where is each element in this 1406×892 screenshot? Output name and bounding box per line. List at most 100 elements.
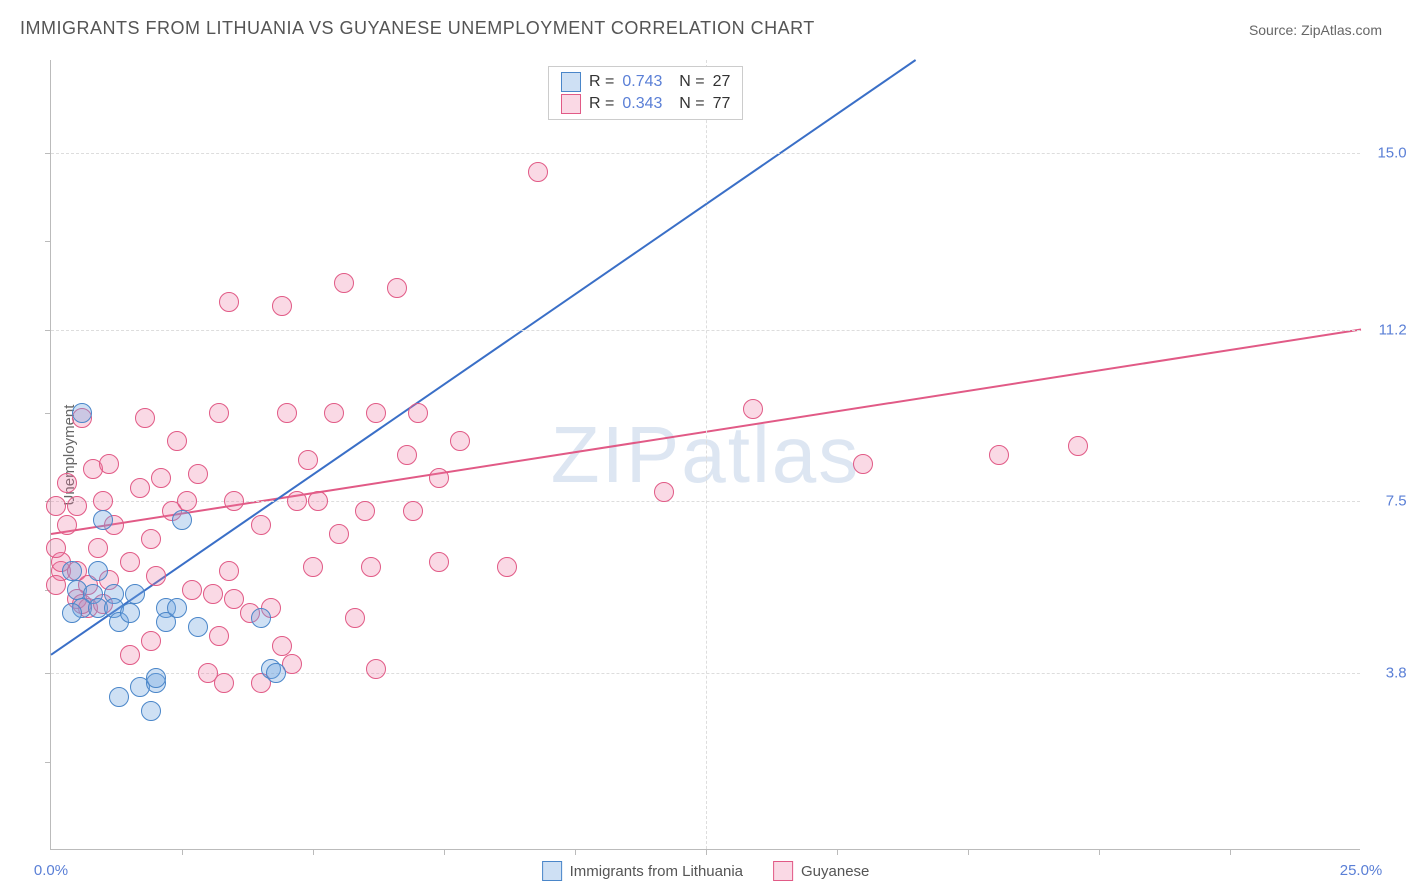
guyanese-point: [93, 491, 113, 511]
y-tick-label: 15.0%: [1377, 144, 1406, 161]
lithuania-point: [167, 598, 187, 618]
x-tick-mark: [313, 849, 314, 855]
guyanese-point: [366, 659, 386, 679]
guyanese-point: [272, 296, 292, 316]
guyanese-point: [141, 631, 161, 651]
y-tick-label: 11.2%: [1379, 321, 1406, 338]
y-tick-label: 3.8%: [1386, 665, 1406, 682]
guyanese-point: [209, 403, 229, 423]
guyanese-point: [46, 538, 66, 558]
legend-R-value: 0.343: [622, 95, 662, 113]
guyanese-point: [219, 292, 239, 312]
x-tick-mark: [837, 849, 838, 855]
plot-area: ZIPatlas Unemployment 3.8%7.5%11.2%15.0%…: [50, 60, 1360, 850]
guyanese-point: [989, 445, 1009, 465]
legend-R-prefix: R =: [589, 95, 614, 113]
guyanese-point: [528, 162, 548, 182]
guyanese-point: [361, 557, 381, 577]
guyanese-point: [303, 557, 323, 577]
guyanese-point: [277, 403, 297, 423]
guyanese-point: [450, 431, 470, 451]
guyanese-point: [57, 515, 77, 535]
y-tick-mark: [45, 330, 51, 331]
guyanese-point: [46, 575, 66, 595]
series-legend-item: Immigrants from Lithuania: [542, 861, 743, 881]
x-tick-label: 0.0%: [34, 862, 68, 879]
guyanese-point: [298, 450, 318, 470]
series-legend: Immigrants from Lithuania Guyanese: [542, 861, 870, 881]
guyanese-point: [46, 496, 66, 516]
guyanese-point: [334, 273, 354, 293]
guyanese-point: [654, 482, 674, 502]
legend-swatch: [542, 861, 562, 881]
x-tick-mark: [1099, 849, 1100, 855]
guyanese-point: [151, 468, 171, 488]
guyanese-point: [219, 561, 239, 581]
lithuania-point: [172, 510, 192, 530]
guyanese-point: [135, 408, 155, 428]
stats-legend: R = 0.743 N = 27R = 0.343 N = 77: [548, 66, 743, 120]
x-tick-label: 25.0%: [1340, 862, 1383, 879]
x-tick-mark: [968, 849, 969, 855]
stats-legend-row: R = 0.343 N = 77: [561, 93, 730, 115]
guyanese-point: [308, 491, 328, 511]
guyanese-point: [1068, 436, 1088, 456]
lithuania-point: [251, 608, 271, 628]
guyanese-point: [397, 445, 417, 465]
lithuania-point: [93, 510, 113, 530]
guyanese-point: [429, 468, 449, 488]
guyanese-point: [403, 501, 423, 521]
guyanese-point: [429, 552, 449, 572]
legend-swatch: [561, 72, 581, 92]
legend-R-prefix: R =: [589, 73, 614, 91]
x-tick-mark: [1230, 849, 1231, 855]
y-tick-mark: [45, 673, 51, 674]
guyanese-point: [99, 454, 119, 474]
y-tick-mark: [45, 413, 51, 414]
stats-legend-row: R = 0.743 N = 27: [561, 71, 730, 93]
guyanese-point: [203, 584, 223, 604]
legend-N-value: 27: [713, 73, 731, 91]
guyanese-point: [387, 278, 407, 298]
lithuania-point: [88, 561, 108, 581]
guyanese-point: [188, 464, 208, 484]
x-tick-mark: [182, 849, 183, 855]
lithuania-point: [120, 603, 140, 623]
lithuania-point: [141, 701, 161, 721]
y-tick-mark: [45, 153, 51, 154]
guyanese-point: [287, 491, 307, 511]
source-label: Source: ZipAtlas.com: [1249, 22, 1382, 38]
series-legend-item: Guyanese: [773, 861, 869, 881]
guyanese-point: [209, 626, 229, 646]
guyanese-point: [324, 403, 344, 423]
x-tick-mark: [706, 849, 707, 855]
guyanese-point: [272, 636, 292, 656]
guyanese-point: [214, 673, 234, 693]
gridline-v: [706, 60, 707, 849]
guyanese-point: [329, 524, 349, 544]
guyanese-point: [57, 473, 77, 493]
y-tick-label: 7.5%: [1386, 493, 1406, 510]
guyanese-point: [408, 403, 428, 423]
lithuania-point: [62, 603, 82, 623]
lithuania-point: [72, 403, 92, 423]
legend-swatch: [561, 94, 581, 114]
guyanese-point: [251, 515, 271, 535]
lithuania-point: [146, 668, 166, 688]
guyanese-point: [366, 403, 386, 423]
guyanese-point: [224, 491, 244, 511]
lithuania-point: [109, 687, 129, 707]
chart-title: IMMIGRANTS FROM LITHUANIA VS GUYANESE UN…: [20, 18, 815, 39]
guyanese-point: [120, 645, 140, 665]
guyanese-point: [345, 608, 365, 628]
guyanese-point: [167, 431, 187, 451]
guyanese-point: [853, 454, 873, 474]
series-legend-label: Immigrants from Lithuania: [570, 863, 743, 880]
lithuania-point: [62, 561, 82, 581]
guyanese-point: [120, 552, 140, 572]
lithuania-point: [266, 663, 286, 683]
y-tick-mark: [45, 762, 51, 763]
x-tick-mark: [444, 849, 445, 855]
guyanese-point: [182, 580, 202, 600]
guyanese-point: [177, 491, 197, 511]
